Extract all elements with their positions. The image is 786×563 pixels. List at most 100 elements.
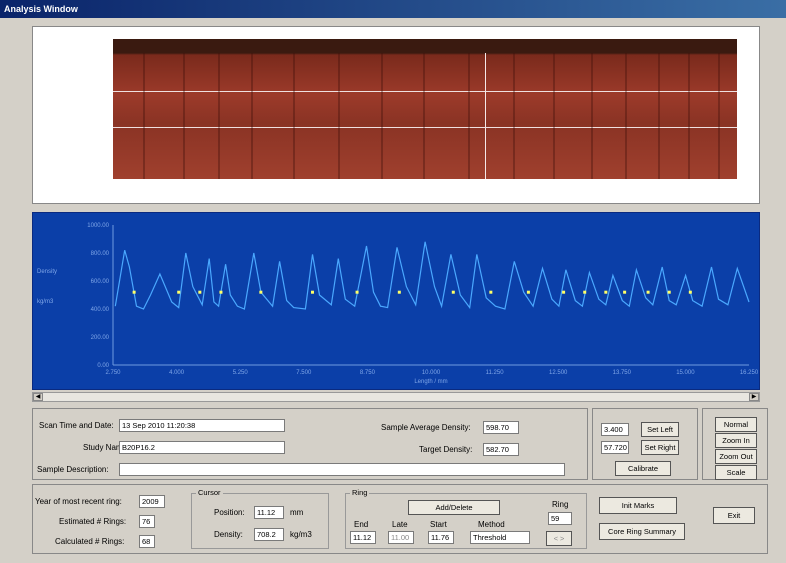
position-unit: mm: [290, 508, 304, 517]
x-tick-label: 10.000: [422, 370, 441, 376]
scan-info-panel: Scan Time and Date: 13 Sep 2010 11:20:38…: [32, 408, 588, 480]
ring-marker: [623, 290, 627, 294]
x-tick-label: 8.750: [360, 370, 376, 376]
cursor-group: Cursor Position: 11.12 mm Density: 708.2…: [191, 488, 329, 549]
y-axis-label: Density: [37, 269, 57, 275]
set-right-button[interactable]: Set Right: [641, 440, 679, 455]
position-field: 11.12: [254, 506, 284, 519]
target-density-field[interactable]: 582.70: [483, 443, 519, 456]
zoom-in-button[interactable]: Zoom In: [715, 433, 757, 448]
x-tick-label: 12.500: [549, 370, 568, 376]
x-tick-label: 13.750: [613, 370, 632, 376]
core-ring-summary-button[interactable]: Core Ring Summary: [599, 523, 685, 540]
year-field[interactable]: 2009: [139, 495, 165, 508]
x-tick-label: 15.000: [676, 370, 695, 376]
sample-description-label: Sample Description:: [37, 465, 109, 474]
ring-marker: [397, 290, 401, 294]
ring-marker: [219, 290, 223, 294]
y-tick-label: 0.00: [97, 363, 109, 369]
start-field[interactable]: 11.76: [428, 531, 454, 544]
scroll-left-icon[interactable]: ◀: [33, 393, 43, 401]
late-field: 11.00: [388, 531, 414, 544]
init-marks-button[interactable]: Init Marks: [599, 497, 677, 514]
add-delete-button[interactable]: Add/Delete: [408, 500, 500, 515]
position-label: Position:: [214, 508, 245, 517]
sample-image-pane[interactable]: [32, 26, 760, 204]
zoom-out-button[interactable]: Zoom Out: [715, 449, 757, 464]
method-field[interactable]: Threshold: [470, 531, 530, 544]
x-tick-label: 16.250: [740, 370, 759, 376]
start-label: Start: [430, 520, 447, 529]
ring-group: Ring Add/Delete Ring 59 End Late Start M…: [345, 488, 587, 549]
horizontal-scrollbar[interactable]: ◀ ▶: [32, 392, 760, 402]
normal-button[interactable]: Normal: [715, 417, 757, 432]
target-density-label: Target Density:: [419, 445, 473, 454]
estimated-rings-field[interactable]: 76: [139, 515, 155, 528]
calculated-rings-label: Calculated # Rings:: [55, 537, 125, 546]
y-axis-label: kg/m3: [37, 299, 54, 305]
scale-button[interactable]: Scale: [715, 465, 757, 480]
ring-marker: [583, 290, 587, 294]
end-label: End: [354, 520, 369, 529]
late-label: Late: [392, 520, 408, 529]
density-field: 708.2: [254, 528, 284, 541]
ring-marker: [562, 290, 566, 294]
cursor-line: [485, 53, 486, 179]
x-tick-label: 2.750: [105, 370, 121, 376]
exit-button[interactable]: Exit: [713, 507, 755, 524]
calibrate-left-field[interactable]: 3.400: [601, 423, 629, 436]
scan-time-field[interactable]: 13 Sep 2010 11:20:38: [119, 419, 285, 432]
end-field[interactable]: 11.12: [350, 531, 376, 544]
ring-marker: [132, 290, 136, 294]
x-tick-label: 11.250: [486, 370, 505, 376]
ring-marker: [667, 290, 671, 294]
set-left-button[interactable]: Set Left: [641, 422, 679, 437]
ring-marker: [451, 290, 455, 294]
avg-density-label: Sample Average Density:: [381, 423, 471, 432]
ring-marker: [355, 290, 359, 294]
year-label: Year of most recent ring:: [35, 497, 122, 506]
guide-line: [113, 91, 737, 92]
density-line: [114, 241, 750, 310]
density-chart[interactable]: 1000.00 800.00 600.00 400.00 200.00 0.00 Densi…: [32, 212, 760, 390]
x-tick-label: 7.500: [296, 370, 312, 376]
ring-marker: [177, 290, 181, 294]
window-title: Analysis Window: [0, 0, 786, 18]
study-name-field[interactable]: B20P16.2: [119, 441, 285, 454]
calibrate-button[interactable]: Calibrate: [615, 461, 671, 476]
ring-analysis-panel: Year of most recent ring: 2009 Estimated…: [32, 484, 768, 554]
ring-number-label: Ring: [552, 500, 569, 509]
ring-number-field[interactable]: 59: [548, 512, 572, 525]
density-chart-svg: 1000.00 800.00 600.00 400.00 200.00 0.00 Densi…: [37, 223, 759, 385]
sample-description-field[interactable]: [119, 463, 565, 476]
x-axis-label: Length / mm: [414, 379, 447, 385]
view-panel: Normal Zoom In Zoom Out Scale: [702, 408, 768, 480]
cursor-group-title: Cursor: [196, 488, 223, 497]
ring-marker: [526, 290, 530, 294]
y-tick-label: 1000.00: [87, 223, 109, 229]
ring-nav-buttons[interactable]: < >: [546, 531, 572, 546]
calibrate-right-field[interactable]: 57.720: [601, 441, 629, 454]
calibration-panel: 3.400 Set Left 57.720 Set Right Calibrat…: [592, 408, 698, 480]
scan-time-label: Scan Time and Date:: [39, 421, 114, 430]
ring-marker: [604, 290, 608, 294]
estimated-rings-label: Estimated # Rings:: [59, 517, 127, 526]
avg-density-field: 598.70: [483, 421, 519, 434]
study-name-label: Study Name:: [83, 443, 130, 452]
ring-marker: [646, 290, 650, 294]
y-tick-label: 600.00: [91, 279, 110, 285]
y-tick-label: 400.00: [91, 307, 110, 313]
ring-marker: [688, 290, 692, 294]
density-label: Density:: [214, 530, 243, 539]
ring-group-title: Ring: [350, 488, 370, 497]
ring-marker: [259, 290, 263, 294]
ring-marker: [489, 290, 493, 294]
guide-line: [113, 127, 737, 128]
ring-marker: [310, 290, 314, 294]
ring-marker: [198, 290, 202, 294]
density-unit: kg/m3: [290, 530, 312, 539]
method-label: Method: [478, 520, 505, 529]
x-tick-label: 5.250: [233, 370, 249, 376]
x-tick-label: 4.000: [169, 370, 185, 376]
scroll-right-icon[interactable]: ▶: [749, 393, 759, 401]
